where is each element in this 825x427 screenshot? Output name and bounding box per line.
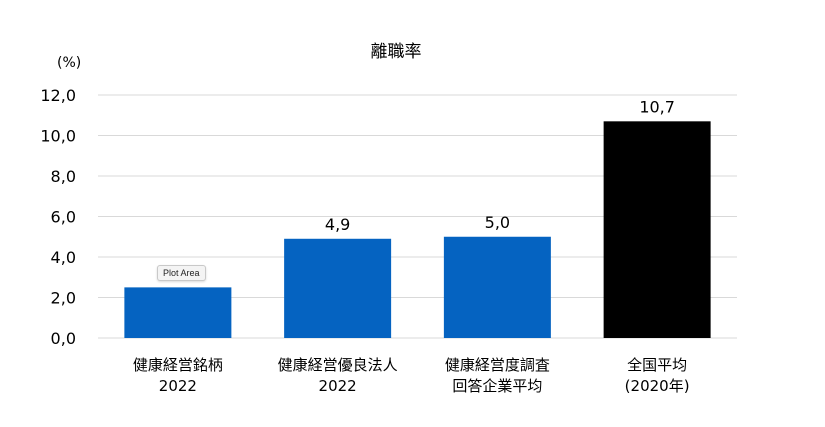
plot-area-tooltip: Plot Area [157,265,206,281]
y-tick-label: 8,0 [51,167,76,186]
y-tick-label: 4,0 [51,248,76,267]
y-tick-label: 0,0 [51,329,76,348]
y-tick-label: 6,0 [51,208,76,227]
data-label: 4,9 [325,215,350,234]
x-category-label: 健康経営優良法人 [278,356,398,374]
y-axis-unit-label: (%) [57,55,81,71]
x-category-label: 健康経営銘柄 [133,356,223,374]
y-tick-label: 12,0 [40,86,76,105]
y-tick-label: 2,0 [51,289,76,308]
bar [284,238,392,338]
data-label: 10,7 [639,97,675,116]
x-category-label: 健康経営度調査 [445,356,550,374]
x-category-label: 全国平均 [627,356,687,374]
chart-title: 離職率 [371,42,422,62]
bar [603,121,711,338]
x-category-label: (2020年) [625,377,690,395]
y-tick-label: 10,0 [40,127,76,146]
bar [443,236,551,338]
x-category-label: 回答企業平均 [452,377,542,395]
bar [124,287,232,338]
x-category-label: 2022 [159,377,197,395]
x-category-label: 2022 [319,377,357,395]
data-label: 5,0 [485,213,510,232]
